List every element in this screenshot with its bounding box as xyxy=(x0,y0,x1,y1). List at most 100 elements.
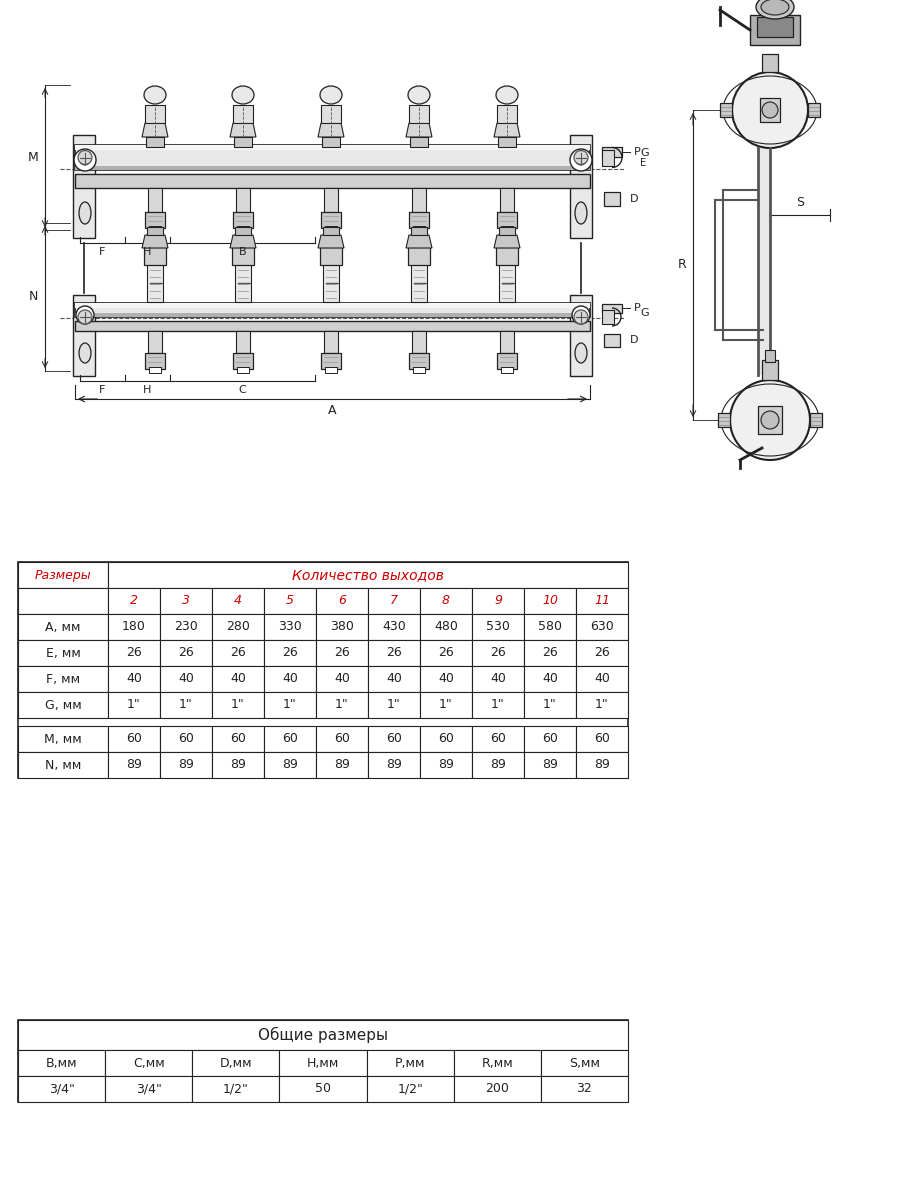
Bar xyxy=(18,1050,105,1076)
Bar xyxy=(604,192,620,206)
Ellipse shape xyxy=(232,86,254,104)
Bar xyxy=(762,360,778,380)
Text: 32: 32 xyxy=(577,1082,592,1096)
Text: B,мм: B,мм xyxy=(46,1056,77,1069)
Text: Размеры: Размеры xyxy=(35,569,91,582)
Polygon shape xyxy=(142,122,168,137)
Text: 40: 40 xyxy=(334,672,350,685)
Bar xyxy=(108,666,160,692)
Text: А, мм: А, мм xyxy=(45,620,81,634)
Bar xyxy=(235,227,251,235)
Polygon shape xyxy=(494,122,520,137)
Bar xyxy=(524,614,576,640)
Text: 40: 40 xyxy=(178,672,194,685)
Bar xyxy=(368,640,420,666)
Bar xyxy=(366,1050,454,1076)
Bar xyxy=(264,692,316,718)
Bar xyxy=(18,1020,628,1102)
Bar xyxy=(420,666,472,692)
Text: 60: 60 xyxy=(178,732,194,745)
Bar xyxy=(413,226,425,232)
Bar xyxy=(420,692,472,718)
Bar xyxy=(576,640,628,666)
Text: N, мм: N, мм xyxy=(45,758,81,772)
Ellipse shape xyxy=(575,343,587,362)
Bar xyxy=(160,614,212,640)
Polygon shape xyxy=(318,235,344,248)
Text: 4: 4 xyxy=(234,594,242,607)
Bar xyxy=(73,134,95,238)
Circle shape xyxy=(572,306,590,324)
Bar xyxy=(316,588,368,614)
Bar xyxy=(279,1076,366,1102)
Bar xyxy=(237,226,249,232)
Circle shape xyxy=(81,311,89,319)
Bar xyxy=(472,692,524,718)
Bar xyxy=(524,666,576,692)
Bar xyxy=(233,212,253,228)
Text: 26: 26 xyxy=(438,647,454,660)
Bar xyxy=(146,137,164,146)
Bar xyxy=(602,304,622,313)
Bar xyxy=(413,367,425,373)
Bar xyxy=(321,212,341,228)
Text: 280: 280 xyxy=(226,620,250,634)
Bar xyxy=(524,752,576,778)
Bar xyxy=(324,331,338,353)
Bar xyxy=(368,588,420,614)
Ellipse shape xyxy=(79,343,91,362)
Text: F: F xyxy=(99,385,105,395)
Bar xyxy=(264,640,316,666)
Text: 89: 89 xyxy=(594,758,610,772)
Polygon shape xyxy=(230,235,256,248)
Bar xyxy=(324,188,338,212)
Bar xyxy=(322,137,340,146)
Bar xyxy=(264,588,316,614)
Polygon shape xyxy=(318,122,344,137)
Bar xyxy=(212,666,264,692)
Bar xyxy=(264,614,316,640)
Text: D: D xyxy=(630,335,638,346)
Bar xyxy=(233,353,253,370)
Bar xyxy=(316,726,368,752)
Circle shape xyxy=(570,149,592,170)
Ellipse shape xyxy=(408,86,430,104)
Text: 40: 40 xyxy=(594,672,610,685)
Bar xyxy=(576,614,628,640)
Bar xyxy=(368,614,420,640)
Text: D: D xyxy=(630,194,638,204)
Bar xyxy=(760,98,780,122)
Text: 60: 60 xyxy=(542,732,558,745)
Text: 40: 40 xyxy=(230,672,246,685)
Bar xyxy=(234,137,252,146)
Bar xyxy=(18,614,108,640)
Bar xyxy=(75,166,590,170)
Bar xyxy=(18,726,108,752)
Bar xyxy=(212,614,264,640)
Bar xyxy=(316,614,368,640)
Circle shape xyxy=(74,149,96,170)
Text: 1": 1" xyxy=(335,698,349,712)
Text: 60: 60 xyxy=(438,732,454,745)
Text: 5: 5 xyxy=(286,594,294,607)
Bar xyxy=(232,247,254,265)
Bar xyxy=(147,227,163,235)
Text: 89: 89 xyxy=(126,758,142,772)
Bar xyxy=(472,726,524,752)
Bar xyxy=(420,588,472,614)
Text: 26: 26 xyxy=(386,647,402,660)
Text: H: H xyxy=(143,247,152,257)
Text: 9: 9 xyxy=(494,594,502,607)
Text: 26: 26 xyxy=(334,647,350,660)
Polygon shape xyxy=(142,235,168,248)
Text: C: C xyxy=(238,385,247,395)
Text: D,мм: D,мм xyxy=(220,1056,252,1069)
Bar xyxy=(75,320,590,331)
Bar xyxy=(810,413,822,427)
Text: 40: 40 xyxy=(438,672,454,685)
Text: 3/4": 3/4" xyxy=(136,1082,162,1096)
Bar xyxy=(576,588,628,614)
Text: 60: 60 xyxy=(594,732,610,745)
Bar xyxy=(18,640,108,666)
Bar xyxy=(18,1076,105,1102)
